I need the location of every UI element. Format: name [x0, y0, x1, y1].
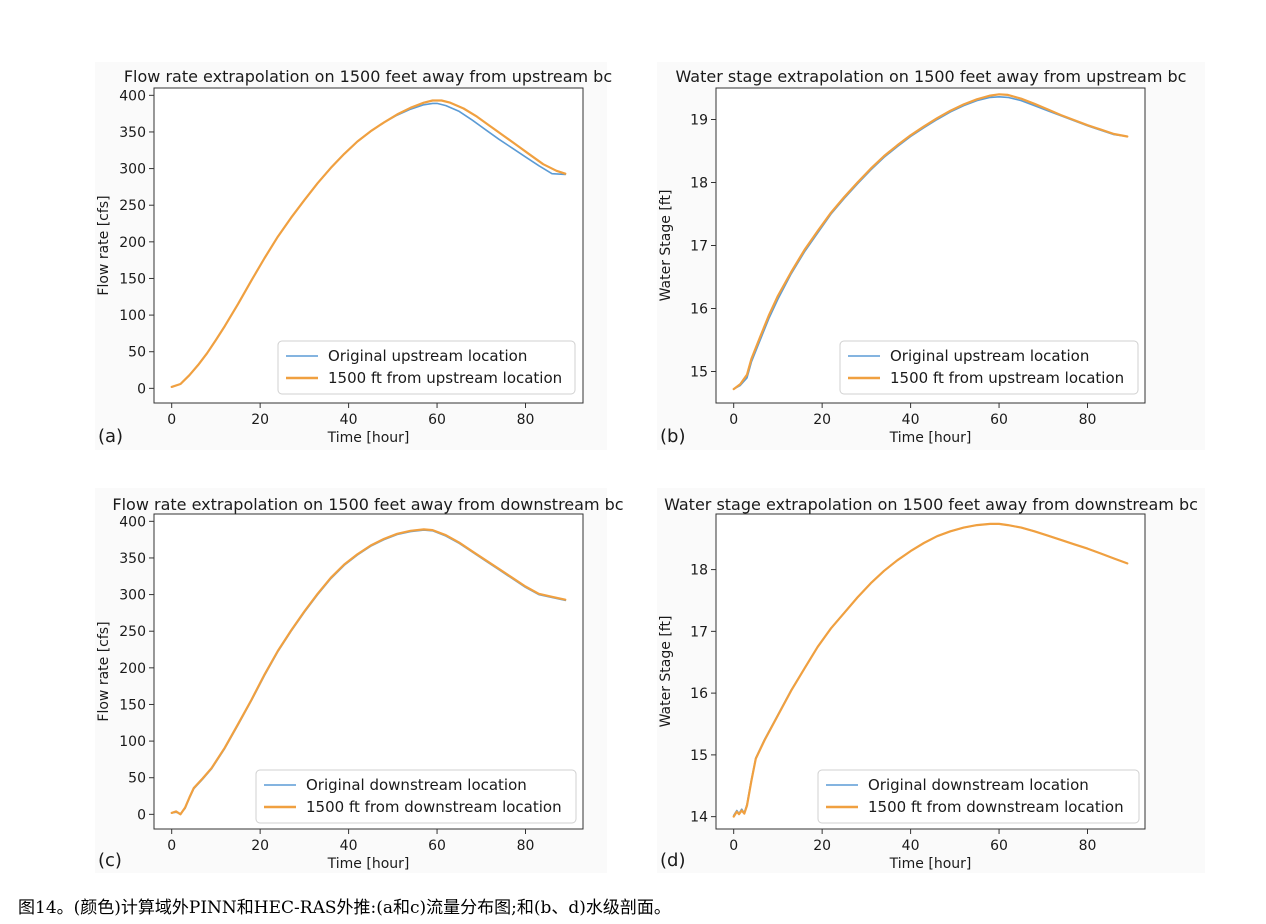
y-tick-label: 0 [137, 807, 146, 823]
x-tick-label: 40 [902, 838, 920, 854]
y-tick-label: 18 [690, 563, 708, 579]
legend-label-2: 1500 ft from upstream location [890, 369, 1124, 387]
chart-panel-3: Flow rate extrapolation on 1500 feet awa… [95, 488, 624, 873]
x-tick-label: 80 [1079, 838, 1097, 854]
series-line-2 [732, 93, 1129, 391]
y-axis-label: Flow rate [cfs] [96, 195, 112, 295]
y-tick-label: 0 [137, 381, 146, 397]
legend-box [839, 340, 1139, 395]
y-tick-label: 350 [119, 551, 146, 567]
y-tick-label: 150 [119, 271, 146, 287]
y-tick-label: 150 [119, 697, 146, 713]
x-tick-label: 40 [340, 412, 358, 428]
x-tick-label: 20 [251, 838, 269, 854]
y-tick-label: 300 [119, 588, 146, 604]
legend: Original downstream location 1500 ft from… [255, 769, 577, 824]
y-tick-label: 400 [119, 88, 146, 104]
panel-letter: (b) [660, 426, 685, 447]
x-tick-label: 20 [813, 838, 831, 854]
y-tick-label: 50 [128, 345, 146, 361]
y-tick-label: 250 [119, 624, 146, 640]
x-tick-label: 20 [251, 412, 269, 428]
series-line-2 [732, 522, 1129, 818]
legend-label-1: Original downstream location [306, 776, 527, 794]
legend-box [255, 769, 577, 824]
y-tick-label: 300 [119, 162, 146, 178]
legend: Original upstream location 1500 ft from u… [839, 340, 1139, 395]
x-tick-label: 60 [990, 412, 1008, 428]
y-tick-label: 200 [119, 661, 146, 677]
y-tick-label: 18 [690, 176, 708, 192]
y-tick-label: 17 [690, 624, 708, 640]
y-tick-label: 400 [119, 514, 146, 530]
x-axis-label: Time [hour] [889, 430, 972, 446]
x-tick-label: 40 [340, 838, 358, 854]
legend-label-1: Original upstream location [890, 347, 1089, 365]
x-tick-label: 0 [729, 838, 738, 854]
x-axis-label: Time [hour] [327, 430, 410, 446]
y-tick-label: 16 [690, 686, 708, 702]
x-tick-label: 20 [813, 412, 831, 428]
x-tick-label: 0 [167, 838, 176, 854]
x-axis-label: Time [hour] [889, 856, 972, 872]
x-tick-label: 60 [990, 838, 1008, 854]
x-tick-label: 80 [517, 412, 535, 428]
chart-title: Water stage extrapolation on 1500 feet a… [664, 495, 1198, 514]
x-tick-label: 0 [167, 412, 176, 428]
y-tick-label: 17 [690, 239, 708, 255]
legend: Original upstream location 1500 ft from u… [277, 340, 576, 395]
legend: Original downstream location 1500 ft from… [817, 769, 1140, 824]
chart-title: Flow rate extrapolation on 1500 feet awa… [124, 67, 612, 86]
x-axis-label: Time [hour] [327, 856, 410, 872]
chart-panel-2: Water stage extrapolation on 1500 feet a… [657, 62, 1205, 450]
chart-title: Flow rate extrapolation on 1500 feet awa… [112, 495, 623, 514]
x-tick-label: 60 [428, 412, 446, 428]
panel-letter: (a) [98, 426, 123, 447]
y-tick-label: 200 [119, 235, 146, 251]
series-line-2 [170, 528, 567, 816]
legend-box [817, 769, 1140, 824]
panel-letter: (d) [660, 850, 685, 871]
x-tick-label: 80 [1079, 412, 1097, 428]
chart-title: Water stage extrapolation on 1500 feet a… [676, 67, 1187, 86]
x-tick-label: 40 [902, 412, 920, 428]
panel-letter: (c) [98, 850, 122, 871]
legend-box [277, 340, 576, 395]
legend-label-2: 1500 ft from upstream location [328, 369, 562, 387]
chart-panel-1: Flow rate extrapolation on 1500 feet awa… [95, 62, 612, 450]
y-tick-label: 250 [119, 198, 146, 214]
x-tick-label: 60 [428, 838, 446, 854]
legend-label-2: 1500 ft from downstream location [306, 798, 562, 816]
y-axis-label: Water Stage [ft] [658, 616, 674, 728]
series-line-2 [170, 99, 567, 388]
legend-label-1: Original downstream location [868, 776, 1089, 794]
x-tick-label: 80 [517, 838, 535, 854]
legend-label-1: Original upstream location [328, 347, 527, 365]
y-tick-label: 19 [690, 113, 708, 129]
y-axis-label: Flow rate [cfs] [96, 621, 112, 721]
legend-label-2: 1500 ft from downstream location [868, 798, 1124, 816]
y-tick-label: 15 [690, 748, 708, 764]
y-tick-label: 350 [119, 125, 146, 141]
y-tick-label: 14 [690, 810, 708, 826]
figure-caption: 图14。(颜色)计算域外PINN和HEC-RAS外推:(a和c)流量分布图;和(… [18, 898, 671, 918]
y-tick-label: 16 [690, 302, 708, 318]
y-tick-label: 100 [119, 734, 146, 750]
chart-panel-4: Water stage extrapolation on 1500 feet a… [657, 488, 1205, 873]
y-tick-label: 100 [119, 308, 146, 324]
x-tick-label: 0 [729, 412, 738, 428]
y-tick-label: 50 [128, 771, 146, 787]
y-tick-label: 15 [690, 365, 708, 381]
y-axis-label: Water Stage [ft] [658, 190, 674, 302]
